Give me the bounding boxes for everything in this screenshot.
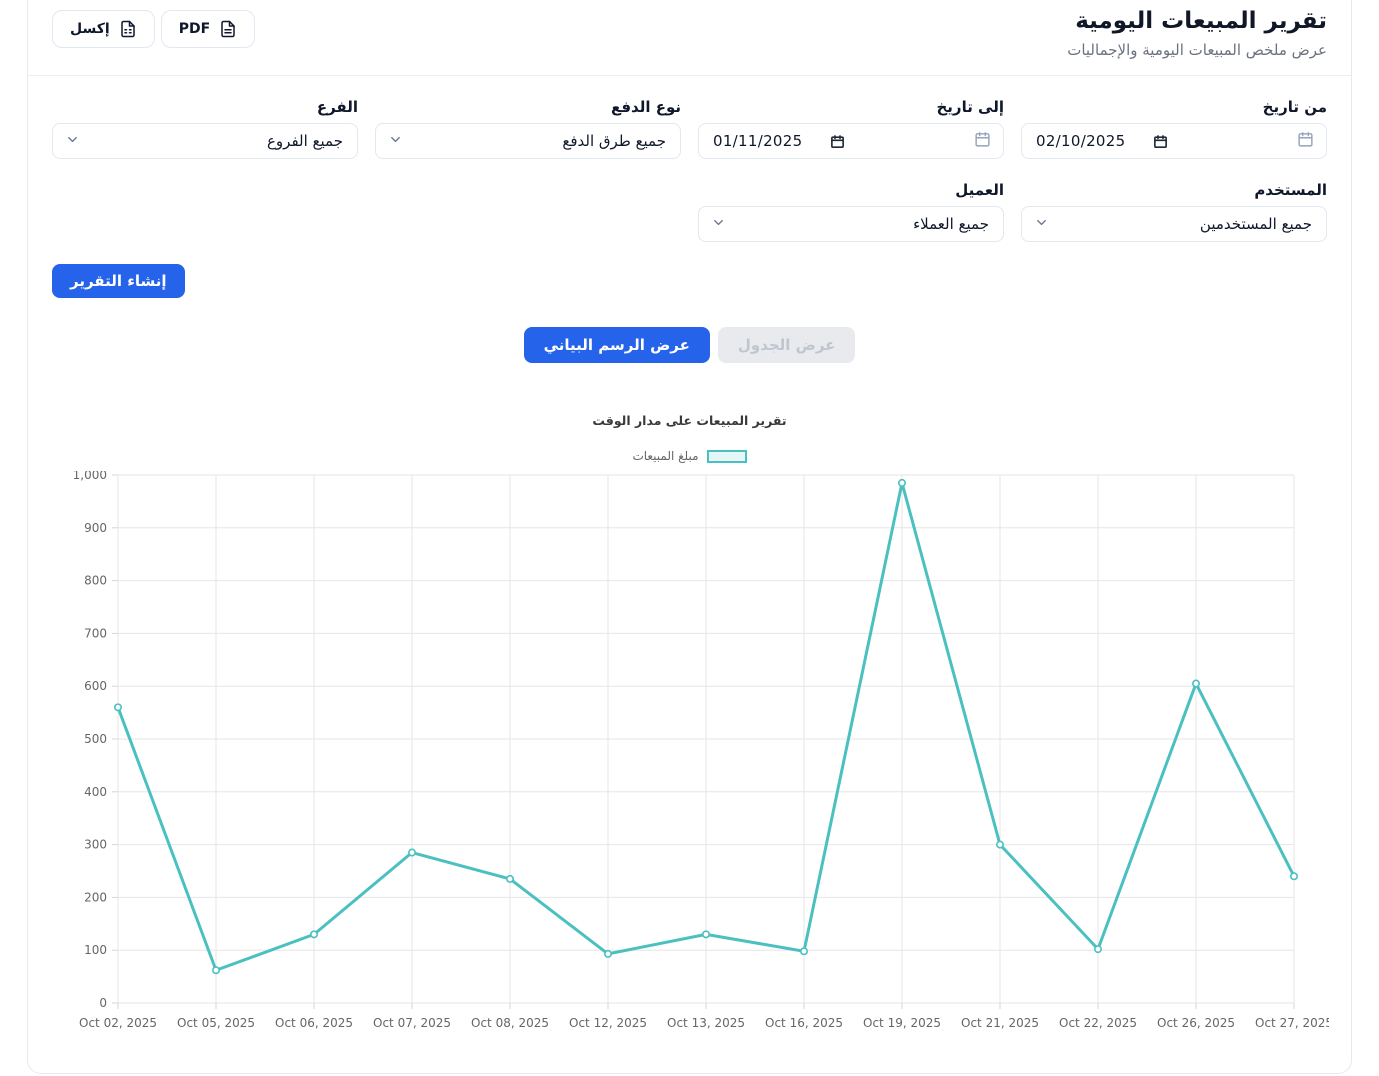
customer-select[interactable]: جميع العملاء [698,206,1004,243]
svg-text:Oct 06, 2025: Oct 06, 2025 [275,1016,353,1030]
sales-line-chart: 0 100 200 300 400 500 600 700 800 900 1,000 Oct 02,… [73,468,1333,1030]
chart-section: تقرير المبيعات على مدار الوقت مبلغ المبي… [28,413,1351,1073]
filters-grid: من تاريخ 02/10/2025 [52,98,1327,243]
payment-type-label: نوع الدفع [610,98,681,117]
svg-text:400: 400 [84,785,107,799]
svg-text:600: 600 [84,679,107,693]
svg-text:Oct 26, 2025: Oct 26, 2025 [1157,1016,1235,1030]
data-point [799,947,808,956]
generate-report-button[interactable]: إنشاء التقرير [52,264,185,299]
chart-legend[interactable]: مبلغ المبيعات [52,449,1327,463]
legend-label: مبلغ المبيعات [632,449,699,464]
svg-text:Oct 05, 2025: Oct 05, 2025 [177,1016,255,1030]
customer-field-group: العميل جميع العملاء [698,181,1004,243]
svg-text:Oct 16, 2025: Oct 16, 2025 [765,1016,843,1030]
data-point [603,949,612,958]
export-excel-button[interactable]: إكسل [52,10,155,48]
payment-type-select[interactable]: جميع طرق الدفع [375,123,681,160]
user-field-group: المستخدم جميع المستخدمين [1021,181,1327,243]
svg-text:1,000: 1,000 [73,471,107,482]
branch-label: الفرع [316,98,358,117]
branch-value: جميع الفروع [266,132,343,151]
data-point [995,840,1004,849]
to-date-input[interactable]: 01/11/2025 [698,123,1004,160]
view-tabs: عرض الجدول عرض الرسم البياني [28,327,1351,364]
svg-text:0: 0 [99,996,107,1010]
customer-label: العميل [955,181,1004,200]
svg-text:200: 200 [84,890,107,904]
data-point [1192,679,1201,688]
svg-text:Oct 27, 2025: Oct 27, 2025 [1255,1016,1329,1030]
data-point [701,930,710,939]
data-point [1290,872,1299,881]
payment-type-field-group: نوع الدفع جميع طرق الدفع [375,98,681,160]
data-point [407,848,416,857]
payment-type-value: جميع طرق الدفع [562,132,666,151]
page-subtitle: عرض ملخص المبيعات اليومية والإجماليات [1067,41,1327,60]
svg-text:Oct 13, 2025: Oct 13, 2025 [667,1016,745,1030]
svg-text:100: 100 [84,943,107,957]
legend-swatch [706,449,747,463]
user-select[interactable]: جميع المستخدمين [1021,206,1327,243]
header-text: تقرير المبيعات اليومية عرض ملخص المبيعات… [1067,6,1327,59]
tab-table-view[interactable]: عرض الجدول [717,327,856,364]
branch-select[interactable]: جميع الفروع [52,123,358,160]
chart-title: تقرير المبيعات على مدار الوقت [592,413,787,429]
data-point [897,478,906,487]
svg-text:Oct 22, 2025: Oct 22, 2025 [1059,1016,1137,1030]
export-excel-label: إكسل [70,21,110,37]
chevron-down-icon [711,215,726,234]
data-point [113,703,122,712]
data-point [1094,945,1103,954]
from-date-field-group: من تاريخ 02/10/2025 [1021,98,1327,160]
report-header: تقرير المبيعات اليومية عرض ملخص المبيعات… [28,0,1351,77]
daily-sales-report-card: تقرير المبيعات اليومية عرض ملخص المبيعات… [27,0,1352,1075]
data-point [309,930,318,939]
svg-text:900: 900 [84,521,107,535]
calendar-picker-icon[interactable] [830,134,845,149]
svg-text:Oct 21, 2025: Oct 21, 2025 [961,1016,1039,1030]
svg-text:700: 700 [84,626,107,640]
user-value: جميع المستخدمين [1199,215,1312,234]
customer-value: جميع العملاء [913,215,989,234]
svg-text:Oct 07, 2025: Oct 07, 2025 [373,1016,451,1030]
chevron-down-icon [1034,215,1049,234]
export-pdf-label: PDF [178,21,211,37]
tab-chart-view[interactable]: عرض الرسم البياني [523,327,710,364]
file-text-icon [219,20,237,38]
chevron-down-icon [65,132,80,151]
svg-text:Oct 02, 2025: Oct 02, 2025 [79,1016,157,1030]
filters-section: من تاريخ 02/10/2025 [28,76,1351,243]
svg-text:800: 800 [84,574,107,588]
svg-text:500: 500 [84,732,107,746]
from-date-input[interactable]: 02/10/2025 [1021,123,1327,160]
from-date-value: 02/10/2025 [1036,132,1126,151]
chevron-down-icon [388,132,403,151]
svg-text:Oct 12, 2025: Oct 12, 2025 [569,1016,647,1030]
calendar-icon [1297,131,1314,152]
to-date-field-group: إلى تاريخ 01/11/2025 [698,98,1004,160]
page-title: تقرير المبيعات اليومية [1075,8,1327,34]
svg-text:Oct 08, 2025: Oct 08, 2025 [471,1016,549,1030]
file-spreadsheet-icon [119,20,137,38]
to-date-value: 01/11/2025 [713,132,803,151]
branch-field-group: الفرع جميع الفروع [52,98,358,160]
svg-text:Oct 19, 2025: Oct 19, 2025 [863,1016,941,1030]
data-point [212,966,221,975]
generate-row: إنشاء التقرير [28,242,1351,299]
from-date-label: من تاريخ [1262,98,1327,117]
export-buttons: PDF إكسل [52,6,256,48]
data-point [505,874,514,883]
chart-wrap: 0 100 200 300 400 500 600 700 800 900 1,000 Oct 02,… [52,468,1333,1041]
svg-text:300: 300 [84,838,107,852]
calendar-icon [974,131,991,152]
export-pdf-button[interactable]: PDF [160,10,256,48]
to-date-label: إلى تاريخ [936,98,1004,117]
calendar-picker-icon[interactable] [1153,134,1168,149]
user-label: المستخدم [1254,181,1327,200]
